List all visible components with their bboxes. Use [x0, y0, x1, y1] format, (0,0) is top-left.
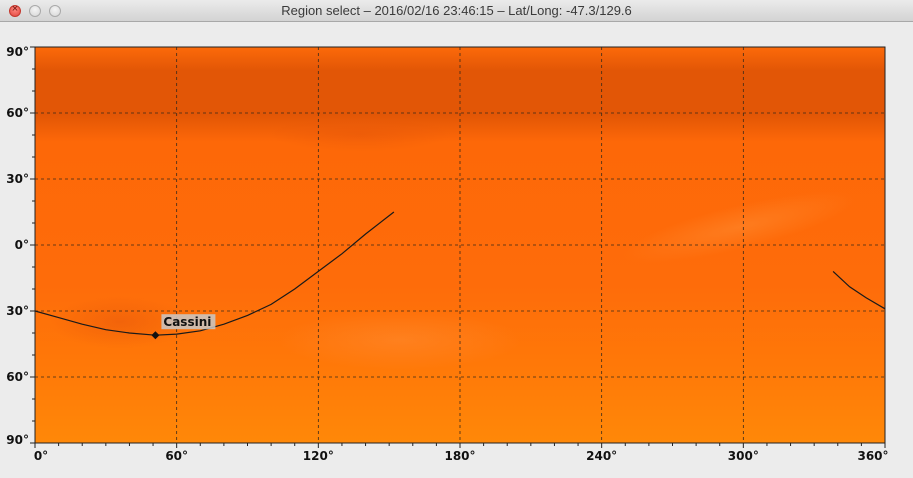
spacecraft-marker-group[interactable]: Cassini: [151, 314, 216, 340]
region-map[interactable]: 0° 60° 120° 180° 240° 300° 360° 90° 60° 30° 0° 30° 6…: [0, 22, 913, 478]
track-segment-2: [832, 270, 886, 310]
y-tick-label: 30°: [6, 172, 29, 186]
y-tick-label: 30°: [6, 304, 29, 318]
x-tick-label: 240°: [586, 449, 617, 463]
x-tick-label: 360°: [857, 449, 888, 463]
surface-feature: [270, 116, 450, 152]
y-tick-label: 60°: [6, 106, 29, 120]
window-title: Region select – 2016/02/16 23:46:15 – La…: [281, 3, 632, 18]
x-tick-label: 0°: [34, 449, 48, 463]
close-icon[interactable]: [9, 3, 21, 17]
x-tick-label: 60°: [165, 449, 188, 463]
x-tick-label: 120°: [303, 449, 334, 463]
y-tick-label: 90°: [6, 45, 29, 59]
grid-lines: [35, 47, 885, 443]
title-bar[interactable]: Region select – 2016/02/16 23:46:15 – La…: [0, 0, 913, 22]
spacecraft-marker[interactable]: [151, 331, 160, 340]
spacecraft-label-background: [161, 314, 216, 330]
surface-feature: [623, 190, 857, 264]
spacecraft-label: Cassini: [163, 315, 211, 329]
x-tick-label: 300°: [728, 449, 759, 463]
y-tick-label: 60°: [6, 370, 29, 384]
minimize-icon[interactable]: [29, 5, 41, 17]
zoom-icon[interactable]: [49, 5, 61, 17]
x-tick-label: 180°: [444, 449, 475, 463]
y-tick-label: 90°: [6, 433, 29, 447]
axis-ticks: 0° 60° 120° 180° 240° 300° 360° 90° 60° 30° 0° 30° 6…: [6, 45, 888, 463]
surface-feature: [280, 310, 520, 370]
y-tick-label: 0°: [15, 238, 29, 252]
